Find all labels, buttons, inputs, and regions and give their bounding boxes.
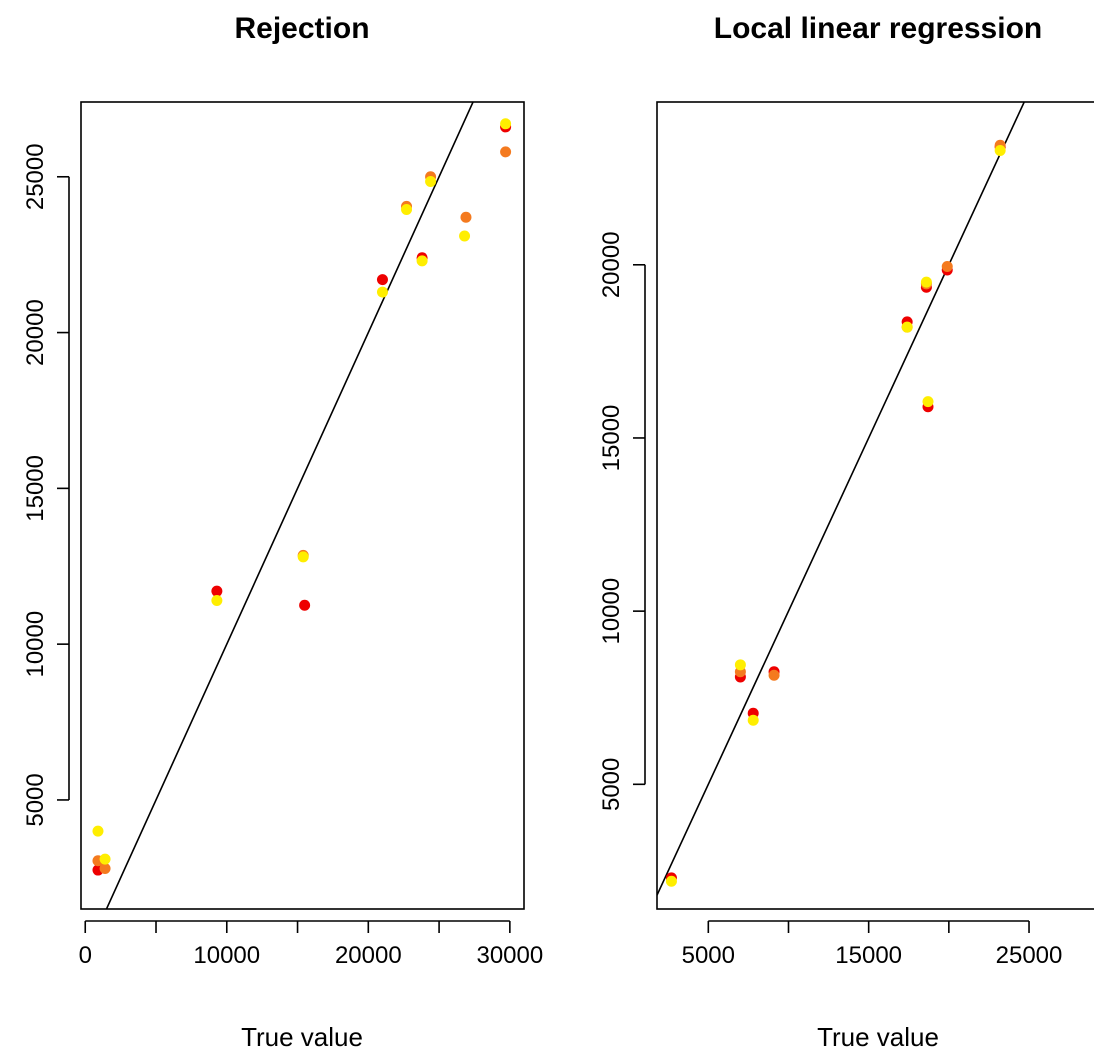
panel-rejection: Rejection 0 10000 20000 30000 5000 10000 1500… [22, 12, 543, 1052]
data-point [99, 862, 111, 874]
y-tick-label: 15000 [598, 405, 625, 472]
data-point [500, 118, 512, 130]
plot-frame [656, 101, 1094, 910]
y-axis: 5000 10000 15000 20000 [598, 231, 646, 811]
data-point [211, 585, 223, 597]
y-tick-label: 20000 [22, 299, 49, 366]
x-tick-label: 5000 [682, 942, 735, 969]
data-point [416, 255, 428, 267]
y-tick-label: 20000 [598, 231, 625, 298]
identity-line [657, 102, 1026, 896]
identity-line [105, 102, 474, 909]
data-point [460, 211, 472, 223]
data-point [297, 551, 309, 563]
data-point [922, 396, 934, 408]
x-axis-label: True value [241, 1022, 363, 1052]
data-point [994, 144, 1006, 156]
plot-frame [80, 101, 525, 910]
y-tick-label: 10000 [598, 578, 625, 645]
data-point [401, 203, 413, 215]
data-point [734, 659, 746, 671]
data-point [376, 286, 388, 298]
x-tick-label: 20000 [335, 942, 402, 969]
data-point [901, 321, 913, 333]
y-tick-label: 10000 [22, 611, 49, 678]
y-tick-label: 15000 [22, 455, 49, 522]
y-axis: 5000 10000 15000 20000 25000 [22, 143, 70, 827]
panel-local-linear-regression: Local linear regression 5000 15000 25000 5… [598, 12, 1094, 1052]
x-tick-label: 0 [79, 942, 92, 969]
chart-title: Rejection [234, 12, 369, 45]
y-tick-label: 25000 [22, 143, 49, 210]
data-point [500, 146, 512, 158]
chart-title: Local linear regression [714, 12, 1042, 45]
data-point [92, 825, 104, 837]
data-point [99, 853, 111, 865]
x-tick-label: 15000 [835, 942, 902, 969]
data-point [376, 274, 388, 286]
x-tick-label: 30000 [476, 942, 543, 969]
y-tick-label: 5000 [598, 758, 625, 811]
data-point [747, 714, 759, 726]
x-axis-label: True value [817, 1022, 939, 1052]
data-point [459, 230, 471, 242]
data-point [665, 875, 677, 887]
x-axis: 0 10000 20000 30000 [79, 920, 543, 969]
data-point [941, 261, 953, 273]
data-point [299, 599, 311, 611]
data-point [425, 175, 437, 187]
x-tick-label: 10000 [193, 942, 260, 969]
y-tick-label: 5000 [22, 773, 49, 826]
data-point [768, 669, 780, 681]
x-tick-label: 25000 [996, 942, 1063, 969]
data-point [920, 276, 932, 288]
data-point [211, 595, 223, 607]
x-axis: 5000 15000 25000 [682, 920, 1063, 969]
